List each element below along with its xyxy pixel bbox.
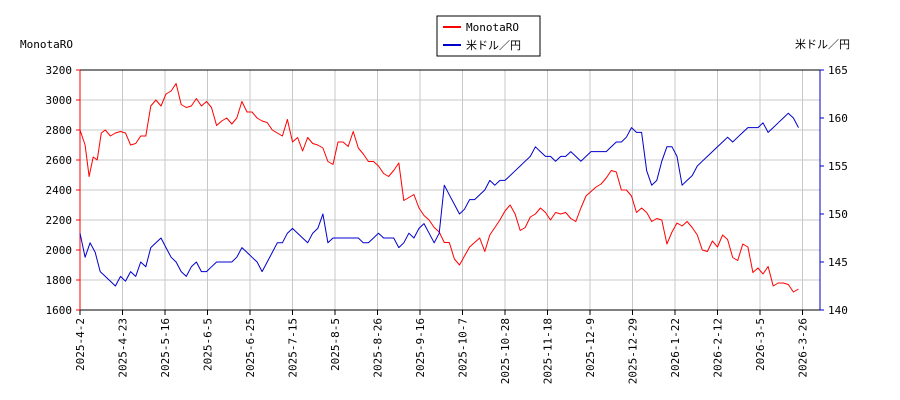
legend-box (436, 15, 541, 57)
right-tick-label: 160 (828, 112, 848, 125)
legend-label-usdjpy: 米ドル／円 (466, 39, 521, 52)
x-tick-label: 2025-12-9 (584, 318, 597, 378)
left-tick-label: 3000 (46, 94, 73, 107)
x-axis: 2025-4-2 2025-4-23 2025-5-16 2025-6-5 2025-6… (74, 310, 810, 384)
x-tick-label: 2025-4-23 (117, 318, 130, 378)
x-tick-label: 2025-12-29 (627, 318, 640, 384)
left-tick-label: 2600 (46, 154, 73, 167)
x-tick-label: 2025-8-5 (329, 318, 342, 371)
right-axis-label: 米ドル／円 (795, 38, 850, 51)
x-tick-label: 2025-10-7 (457, 318, 470, 378)
series-line-0 (79, 83, 799, 293)
left-tick-label: 2400 (46, 184, 73, 197)
right-tick-label: 155 (828, 160, 848, 173)
right-axis: 140 145 150 155 160 165 (819, 64, 848, 317)
x-tick-label: 2025-7-15 (287, 318, 300, 378)
x-tick-label: 2026-1-22 (669, 318, 682, 378)
left-tick-label: 3200 (46, 64, 73, 77)
left-axis-label: MonotaRO (20, 38, 73, 51)
x-tick-label: 2025-4-2 (74, 318, 87, 371)
x-tick-label: 2025-5-16 (159, 318, 172, 378)
x-tick-label: 2025-8-26 (372, 318, 385, 378)
left-axis: 1600 1800 2000 2200 2400 2600 2800 3000 3200 (46, 64, 81, 317)
left-tick-label: 2200 (46, 214, 73, 227)
right-tick-label: 165 (828, 64, 848, 77)
right-tick-label: 140 (828, 304, 848, 317)
left-tick-label: 2800 (46, 124, 73, 137)
x-tick-label: 2026-3-5 (754, 318, 767, 371)
legend-label-monotaro: MonotaRO (466, 21, 519, 34)
x-tick-label: 2025-6-25 (244, 318, 257, 378)
series-lines (79, 83, 799, 293)
x-tick-label: 2026-2-12 (712, 318, 725, 378)
left-tick-label: 1800 (46, 274, 73, 287)
x-tick-label: 2026-3-26 (797, 318, 810, 378)
right-tick-label: 145 (828, 256, 848, 269)
grid-lines (79, 69, 820, 311)
x-tick-label: 2025-9-16 (414, 318, 427, 378)
x-tick-label: 2025-11-18 (542, 318, 555, 384)
left-tick-label: 1600 (46, 304, 73, 317)
x-tick-label: 2025-6-5 (202, 318, 215, 371)
left-tick-label: 2000 (46, 244, 73, 257)
right-tick-label: 150 (828, 208, 848, 221)
x-tick-label: 2025-10-28 (499, 318, 512, 384)
legend: MonotaRO 米ドル／円 (436, 15, 541, 57)
series-line-1 (79, 112, 799, 287)
